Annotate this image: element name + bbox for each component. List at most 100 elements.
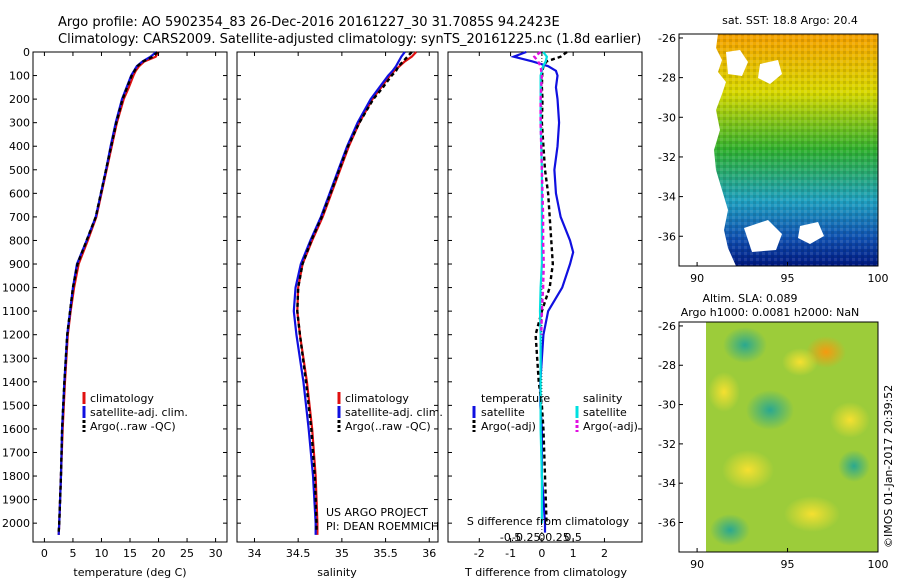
legend-label-s-argo: Argo(-adj) <box>583 420 638 433</box>
legend-label-t-argo: Argo(-adj) <box>481 420 536 433</box>
legend-label-s-satellite: satellite <box>583 406 627 419</box>
s-tick-label: 0.5 <box>564 531 582 544</box>
map-y-tick-label: -34 <box>658 477 676 490</box>
map-y-tick-label: -30 <box>658 111 676 124</box>
x-tick-label: -1 <box>505 547 516 560</box>
x-tick-label: 20 <box>152 547 166 560</box>
x-tick-label: 15 <box>123 547 137 560</box>
x-tick-label: 34.5 <box>286 547 311 560</box>
map-x-tick-label: 95 <box>781 272 795 285</box>
sst-cloud-mask <box>679 34 736 266</box>
sla-blob <box>782 348 818 376</box>
sst-cloud-patch-4 <box>798 222 824 244</box>
depth-tick-label: 1100 <box>2 305 30 318</box>
sst-map-title: sat. SST: 18.8 Argo: 20.4 <box>722 14 858 27</box>
temperature-legend: climatology satellite-adj. clim. Argo(..… <box>82 392 188 433</box>
difference-top-label: S difference from climatology <box>467 515 630 528</box>
x-tick-label: 5 <box>69 547 76 560</box>
map-y-tick-label: -36 <box>658 517 676 530</box>
s-tick-label: 0 <box>538 531 545 544</box>
depth-tick-label: 500 <box>9 164 30 177</box>
sla-blob <box>746 390 794 430</box>
depth-tick-label: 800 <box>9 234 30 247</box>
depth-tick-label: 1800 <box>2 470 30 483</box>
depth-tick-label: 1600 <box>2 423 30 436</box>
depth-tick-label: 700 <box>9 211 30 224</box>
map-y-tick-label: -34 <box>658 191 676 204</box>
salinity-legend: climatology satellite-adj. clim. Argo(..… <box>337 392 443 433</box>
map-y-tick-label: -28 <box>658 72 676 85</box>
project-annotation-line2: PI: DEAN ROEMMICH <box>326 520 439 533</box>
salinity-xlabel: salinity <box>317 566 357 579</box>
depth-tick-label: 100 <box>9 70 30 83</box>
map-y-tick-label: -26 <box>658 320 676 333</box>
salinity-panel: 34 34.5 35 35.5 36 salinity climatology sate… <box>236 51 443 579</box>
map-y-tick-label: -28 <box>658 359 676 372</box>
map-x-tick-label: 90 <box>690 558 704 571</box>
sst-cloud-patch-2 <box>758 60 782 84</box>
map-x-tick-label: 95 <box>781 558 795 571</box>
depth-tick-label: 0 <box>23 46 30 59</box>
sst-cloud-patch-1 <box>726 50 748 76</box>
s-tick-label: 0.25 <box>545 531 570 544</box>
x-tick-label: 35.5 <box>373 547 398 560</box>
map-y-tick-label: -32 <box>658 151 676 164</box>
s-tick-label: -0.25 <box>512 531 540 544</box>
series-line-temperature-argo-adj- <box>534 51 568 524</box>
depth-tick-label: 2000 <box>2 517 30 530</box>
sst-frame <box>678 33 879 267</box>
s-tick-label: -0.5 <box>500 531 521 544</box>
series-line-satellite-adj-clim- <box>292 51 406 535</box>
sla-blob <box>708 372 740 412</box>
depth-tick-label: 200 <box>9 93 30 106</box>
difference-legend: temperature salinity satellite Argo(-adj… <box>472 392 638 433</box>
legend-label-argo: Argo(..raw -QC) <box>345 420 431 433</box>
sla-heatmap <box>678 321 879 553</box>
x-tick-label: 25 <box>180 547 194 560</box>
depth-tick-label: 1700 <box>2 446 30 459</box>
depth-tick-label: 300 <box>9 117 30 130</box>
depth-tick-label: 1400 <box>2 376 30 389</box>
sst-cloud-patch-3 <box>744 220 782 252</box>
map-x-tick-label: 100 <box>868 558 889 571</box>
sla-blob <box>723 327 767 363</box>
sla-blob <box>722 450 774 490</box>
legend-label-climatology: climatology <box>345 392 409 405</box>
x-tick-label: 0 <box>538 547 545 560</box>
x-tick-label: 35 <box>335 547 349 560</box>
temperature-panel: 0100200300400500600700800900100011001200… <box>2 46 228 579</box>
map-y-tick-label: -36 <box>658 230 676 243</box>
header-line2: Climatology: CARS2009. Satellite-adjuste… <box>58 32 641 47</box>
difference-xlabel: T difference from climatology <box>464 566 627 579</box>
x-tick-label: 36 <box>422 547 436 560</box>
x-tick-label: 2 <box>601 547 608 560</box>
series-line-argo-raw-qc- <box>57 51 159 533</box>
temperature-xlabel: temperature (deg C) <box>73 566 186 579</box>
map-x-tick-label: 100 <box>868 272 889 285</box>
depth-tick-label: 1900 <box>2 494 30 507</box>
x-tick-label: 34 <box>247 547 261 560</box>
series-line-climatology <box>57 51 160 535</box>
depth-tick-label: 400 <box>9 140 30 153</box>
sla-blob <box>838 450 870 482</box>
series-line-salinity-satellite <box>538 51 549 524</box>
sst-map-panel: sat. SST: 18.8 Argo: 20.4 90 95 100 -26 -28… <box>658 14 888 285</box>
project-annotation-line1: US ARGO PROJECT <box>326 506 428 519</box>
legend-title-temperature: temperature <box>481 392 550 405</box>
map-x-tick-label: 90 <box>690 272 704 285</box>
x-tick-label: -2 <box>474 547 485 560</box>
difference-axes-frame <box>447 51 643 543</box>
series-line-argo-raw-qc- <box>296 51 413 533</box>
legend-label-argo: Argo(..raw -QC) <box>90 420 176 433</box>
legend-title-salinity: salinity <box>583 392 623 405</box>
depth-tick-label: 1200 <box>2 329 30 342</box>
depth-tick-label: 1500 <box>2 399 30 412</box>
header-line1: Argo profile: AO 5902354_83 26-Dec-2016 … <box>58 15 560 30</box>
sla-blob <box>784 496 840 532</box>
x-tick-label: 0 <box>41 547 48 560</box>
x-tick-label: 1 <box>570 547 577 560</box>
depth-tick-label: 600 <box>9 187 30 200</box>
sla-frame <box>678 321 879 553</box>
map-y-tick-label: -30 <box>658 399 676 412</box>
legend-label-t-satellite: satellite <box>481 406 525 419</box>
